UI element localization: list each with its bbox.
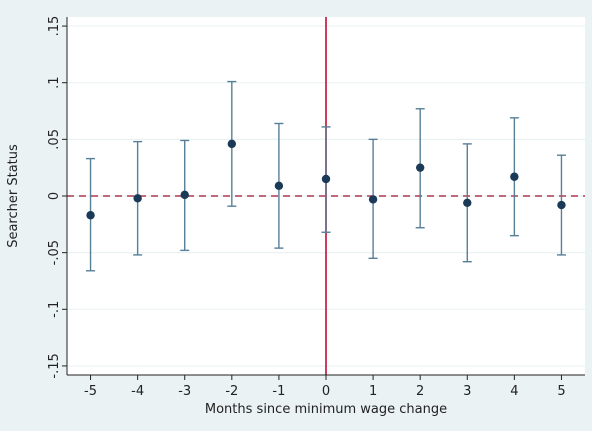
point-estimate xyxy=(510,172,519,181)
point-estimate xyxy=(321,174,331,184)
y-tick-label: -.1 xyxy=(47,301,62,318)
point-estimate xyxy=(133,194,142,203)
axes: .15 .1 .05 0 -.05 -.1 -.15 -5 -4 -3 -2 -1 0 1 2 3 4 5 xyxy=(47,16,585,399)
y-axis-title: Searcher Status xyxy=(6,144,21,248)
y-tick-label: -.05 xyxy=(47,240,62,265)
point-estimate xyxy=(557,200,566,210)
x-tick-label: 4 xyxy=(510,384,518,399)
x-tick-label: 2 xyxy=(416,384,424,399)
x-tick-label: 5 xyxy=(557,384,565,399)
point-estimate xyxy=(180,190,189,200)
data-marks xyxy=(86,80,566,272)
y-tick-label: -.15 xyxy=(47,353,62,378)
y-tick-label: .15 xyxy=(47,16,62,37)
x-axis-title: Months since minimum wage change xyxy=(205,402,447,417)
x-tick-label: 1 xyxy=(369,384,377,399)
x-tick-label: -2 xyxy=(225,384,238,399)
point-estimate xyxy=(415,163,425,172)
point-estimate xyxy=(274,181,284,191)
x-tick-label: -4 xyxy=(131,384,144,399)
x-tick-label: -3 xyxy=(178,384,191,399)
x-tick-label: -1 xyxy=(272,384,285,399)
x-tick-label: -5 xyxy=(84,384,97,399)
x-tick-label: 3 xyxy=(463,384,471,399)
point-estimate xyxy=(368,195,378,204)
point-estimate xyxy=(86,211,95,220)
y-tick-label: 0 xyxy=(47,192,62,200)
point-estimate xyxy=(463,198,472,207)
y-tick-label: .1 xyxy=(47,77,62,89)
point-estimate xyxy=(227,139,237,149)
x-tick-label: 0 xyxy=(322,384,330,399)
y-tick-label: .05 xyxy=(47,129,62,150)
